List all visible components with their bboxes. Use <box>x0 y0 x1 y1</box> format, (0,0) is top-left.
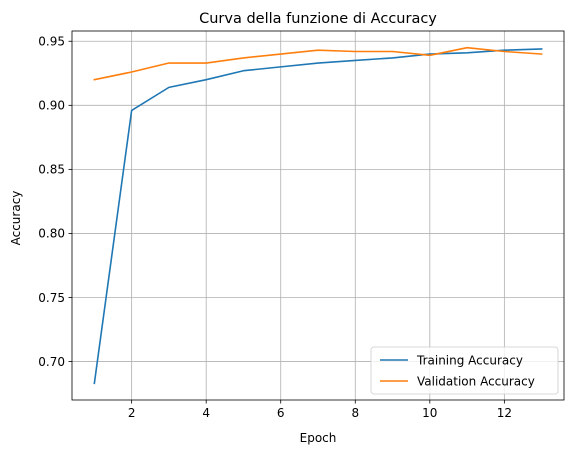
chart-title: Curva della funzione di Accuracy <box>199 11 437 27</box>
series-lines <box>93 46 543 385</box>
series-line-validation <box>93 46 543 81</box>
y-tick-label: 0.85 <box>38 163 65 177</box>
x-tick-label: 6 <box>277 406 285 420</box>
x-tick-label: 10 <box>422 406 437 420</box>
x-tick-label: 8 <box>351 406 359 420</box>
legend-label: Training Accuracy <box>416 353 523 367</box>
x-axis-ticks: 2 4 6 8 10 12 <box>128 400 512 420</box>
x-tick-label: 4 <box>202 406 210 420</box>
y-tick-label: 0.95 <box>38 35 65 49</box>
legend: Training Accuracy Validation Accuracy <box>370 346 559 395</box>
y-tick-label: 0.75 <box>38 291 65 305</box>
series-line-training <box>93 48 543 385</box>
x-tick-label: 2 <box>128 406 136 420</box>
y-axis-ticks: 0.70 0.75 0.80 0.85 0.90 0.95 <box>38 35 72 369</box>
y-axis-label: Accuracy <box>9 191 23 246</box>
x-tick-label: 12 <box>497 406 512 420</box>
y-tick-label: 0.70 <box>38 355 65 369</box>
y-tick-label: 0.80 <box>38 227 65 241</box>
legend-label: Validation Accuracy <box>417 374 535 388</box>
x-axis-label: Epoch <box>300 431 337 445</box>
y-tick-label: 0.90 <box>38 99 65 113</box>
plot-frame <box>71 30 565 401</box>
grid-lines <box>72 31 564 400</box>
legend-box <box>370 346 559 395</box>
